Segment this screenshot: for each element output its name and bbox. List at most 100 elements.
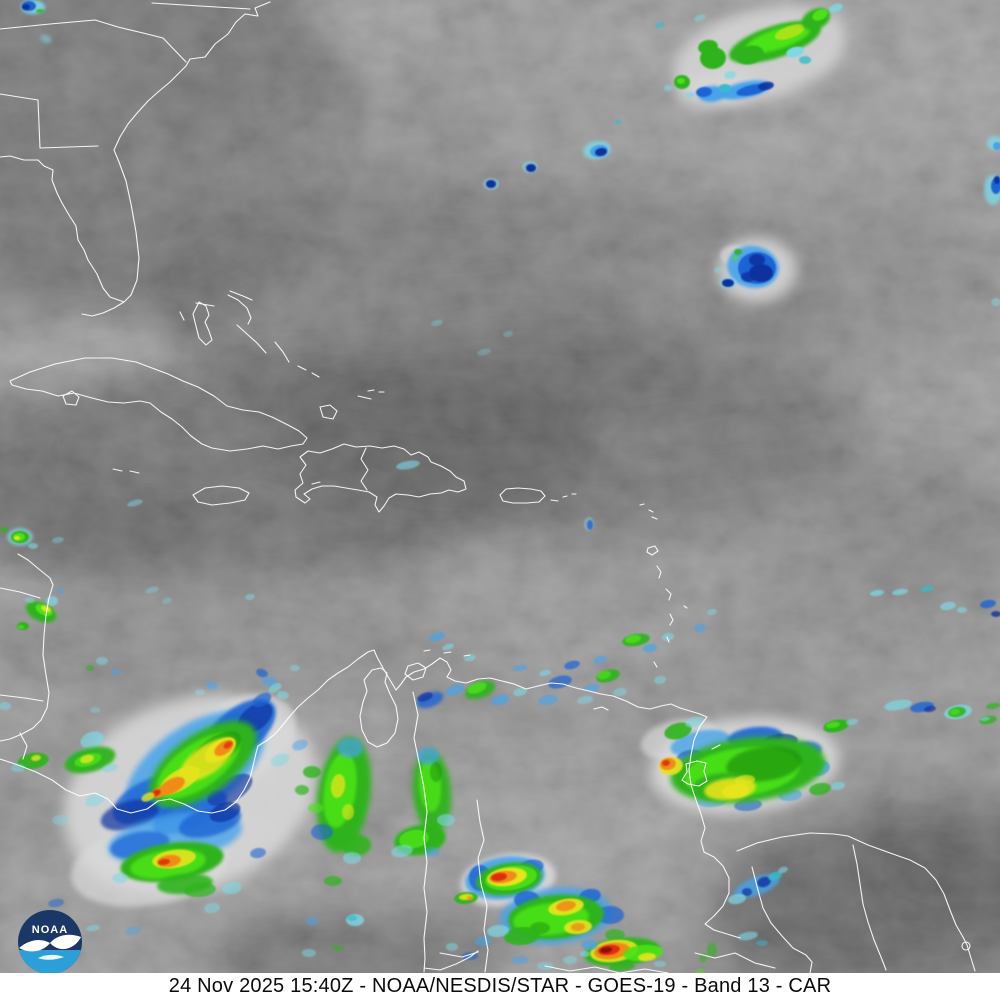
convective-cell xyxy=(204,902,220,914)
convective-cell xyxy=(994,176,1000,184)
island-hispaniola xyxy=(294,443,467,513)
convective-cell xyxy=(504,926,540,946)
convective-cell xyxy=(111,669,121,675)
convective-cell xyxy=(526,164,536,172)
convective-cell xyxy=(846,718,858,726)
convective-cell xyxy=(491,694,509,706)
convective-cell xyxy=(677,78,685,84)
convective-cell xyxy=(303,766,321,778)
convective-cell xyxy=(207,773,253,807)
convective-cell xyxy=(256,668,268,678)
convective-cell xyxy=(980,716,990,722)
convective-cell xyxy=(41,605,51,613)
convective-cell xyxy=(158,858,170,866)
convective-cell xyxy=(728,893,746,905)
noaa-seagull-icon xyxy=(19,934,81,952)
convective-cell xyxy=(732,256,738,260)
noaa-logo: NOAA xyxy=(18,910,82,974)
convective-cell xyxy=(80,731,104,749)
convective-cell xyxy=(538,694,558,706)
convective-cell xyxy=(685,92,695,98)
convective-cell xyxy=(0,702,11,710)
convective-cell xyxy=(884,699,912,711)
convective-cell xyxy=(643,643,657,653)
convective-cell xyxy=(582,940,598,950)
convective-cell xyxy=(735,774,755,786)
convective-cell xyxy=(986,702,1000,710)
convective-cell xyxy=(36,9,44,13)
convective-cell xyxy=(17,752,49,770)
convective-cell xyxy=(664,722,692,740)
convective-cell xyxy=(430,762,442,782)
convective-cell xyxy=(924,705,936,713)
convective-cell xyxy=(662,759,670,767)
convective-cell xyxy=(292,739,308,751)
convective-cell xyxy=(638,952,656,962)
convective-cell xyxy=(694,14,706,22)
convective-cell xyxy=(324,876,342,886)
convective-cell xyxy=(306,917,318,925)
convective-cell xyxy=(749,254,765,266)
convective-cell xyxy=(467,682,487,694)
convective-cell xyxy=(809,782,831,796)
border-colombia-venezuela xyxy=(412,691,489,973)
convective-cell xyxy=(615,120,621,124)
convective-cell xyxy=(829,3,843,13)
convective-cell xyxy=(437,814,455,826)
convective-cell xyxy=(564,660,580,670)
convective-cell xyxy=(52,536,64,544)
convective-cell xyxy=(694,623,706,633)
image-caption: 24 Nov 2025 15:40Z - NOAA/NESDIS/STAR - … xyxy=(168,975,832,997)
convective-cell xyxy=(950,708,960,716)
island-coastal-dot xyxy=(961,941,971,951)
convective-cell xyxy=(424,847,440,857)
convective-cell xyxy=(749,264,773,282)
convective-cell xyxy=(758,81,774,91)
convective-cell xyxy=(654,675,666,685)
convective-cell xyxy=(145,586,159,594)
convective-cell xyxy=(399,829,429,849)
island-trinidad xyxy=(681,760,708,787)
convective-cell xyxy=(112,873,128,883)
convective-cell xyxy=(14,536,20,540)
convective-cell xyxy=(600,946,612,954)
convective-cell xyxy=(655,21,665,29)
convective-cell xyxy=(250,847,266,859)
convective-cell xyxy=(741,272,755,282)
convective-cell xyxy=(0,527,8,533)
convective-cell xyxy=(722,783,750,799)
convective-cell xyxy=(28,543,38,549)
coast-cuba xyxy=(9,357,308,474)
convective-cell xyxy=(343,852,361,864)
convective-cell xyxy=(141,792,155,802)
convective-cell xyxy=(707,943,717,957)
convective-cell xyxy=(734,249,742,255)
image-caption-bar: 24 Nov 2025 15:40Z - NOAA/NESDIS/STAR - … xyxy=(0,973,1000,1000)
border-guyana-region xyxy=(751,844,887,974)
convective-cell xyxy=(491,872,507,882)
convective-cell xyxy=(56,588,64,594)
island-jamaica xyxy=(192,485,250,506)
convective-cell xyxy=(957,607,967,613)
convective-cell xyxy=(206,681,218,691)
convective-cell xyxy=(726,746,802,782)
convective-cell xyxy=(342,804,354,820)
convective-cell xyxy=(195,689,205,695)
convective-cell xyxy=(396,460,420,470)
convective-cell xyxy=(330,774,346,798)
convective-cell xyxy=(431,319,443,327)
convective-cell xyxy=(940,601,956,611)
convective-cell xyxy=(826,721,840,729)
convective-cell xyxy=(222,881,242,895)
convective-cell xyxy=(724,70,736,80)
convective-cell xyxy=(429,632,445,642)
convective-cell xyxy=(742,888,752,896)
convective-cell xyxy=(127,499,143,507)
convective-cell xyxy=(341,834,371,856)
convective-cell xyxy=(477,348,491,356)
convective-cell xyxy=(85,793,105,807)
convective-cell xyxy=(417,692,433,702)
convective-cell xyxy=(162,597,172,605)
convective-cell xyxy=(563,956,577,964)
convective-cell xyxy=(311,824,333,840)
